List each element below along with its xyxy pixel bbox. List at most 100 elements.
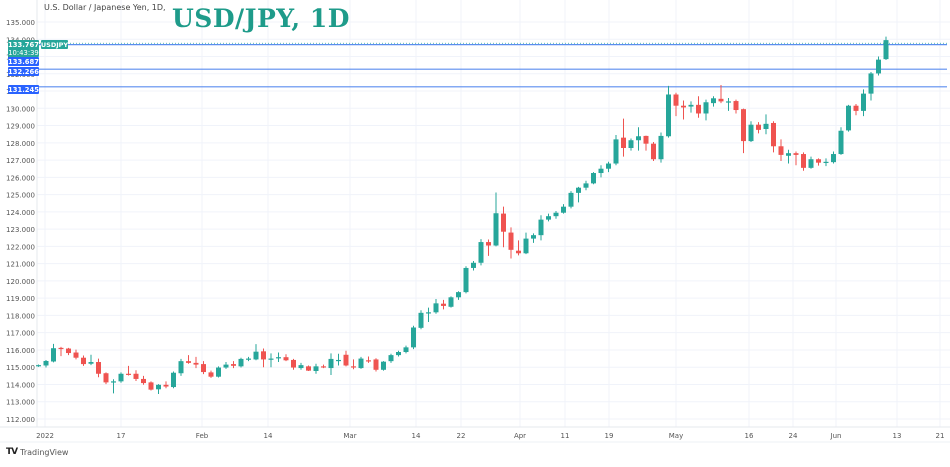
price-axis-label: 118.000 <box>6 312 35 320</box>
candle-up <box>583 180 589 191</box>
candle-up <box>238 357 244 368</box>
candle-up <box>831 151 836 164</box>
candle-up <box>658 132 664 163</box>
candle-up <box>613 135 619 166</box>
price-axis-label: 125.000 <box>6 192 35 200</box>
candle-down <box>681 100 686 120</box>
candle-up <box>418 310 424 330</box>
time-axis-label: Apr <box>514 432 526 440</box>
candle-down <box>853 103 859 116</box>
price-axis-label: 115.000 <box>6 364 35 372</box>
horizontal-price-lines[interactable] <box>37 42 947 88</box>
price-axis-label: 117.000 <box>6 330 35 338</box>
candle-up <box>553 210 559 219</box>
price-axis-label: 116.000 <box>6 347 35 355</box>
candle-down <box>793 151 799 166</box>
price-axis-label: 126.000 <box>6 174 35 182</box>
candle-down <box>486 239 491 256</box>
tradingview-brand-name: TradingView <box>20 447 69 457</box>
time-axis-label: 2022 <box>36 432 54 440</box>
candle-up <box>748 121 754 142</box>
candle-up <box>223 362 229 369</box>
candle-up <box>448 296 454 308</box>
candle-down <box>193 356 199 369</box>
candle-up <box>598 165 604 178</box>
candle-up <box>666 85 671 138</box>
candle-up <box>703 99 709 121</box>
price-axis-label: 113.000 <box>6 399 35 407</box>
svg-text:131.245: 131.245 <box>8 86 39 94</box>
candle-up <box>883 36 889 60</box>
candle-up <box>846 104 851 132</box>
candle-up <box>36 364 41 367</box>
candle-up <box>546 213 551 222</box>
candle-up <box>838 127 844 155</box>
candle-down <box>208 370 214 378</box>
time-axis-label: 17 <box>117 432 126 440</box>
candle-down <box>756 122 761 134</box>
candle-up <box>688 101 694 113</box>
candle-up <box>411 325 416 350</box>
candle-up <box>396 350 401 357</box>
candle-up <box>493 192 499 247</box>
candle-up <box>388 353 394 363</box>
candle-up <box>711 96 716 107</box>
svg-text:133.687: 133.687 <box>8 58 39 66</box>
candle-up <box>628 138 634 151</box>
price-axis-label: 120.000 <box>6 278 35 286</box>
candle-up <box>763 114 769 135</box>
symbol-description: U.S. Dollar / Japanese Yen, 1D, <box>44 3 166 12</box>
candle-down <box>126 365 131 376</box>
candle-up <box>876 56 881 76</box>
time-axis-label: 24 <box>789 432 798 440</box>
tradingview-logo[interactable]: TV TradingView <box>6 447 68 457</box>
candle-down <box>186 355 191 364</box>
candle-down <box>343 350 349 367</box>
time-axis-label: 21 <box>936 432 945 440</box>
time-axis-label: 16 <box>745 432 754 440</box>
svg-text:132.266: 132.266 <box>8 68 39 76</box>
time-axis[interactable]: 2022 17 Feb 14 Mar 14 22 Apr 11 19 May 16 24 Jun 13 21 <box>0 426 950 443</box>
candle-down <box>771 121 776 153</box>
candle-down <box>816 158 821 166</box>
time-axis-label: 13 <box>893 432 902 440</box>
candle-down <box>291 358 296 370</box>
candle-down <box>508 227 514 259</box>
candle-up <box>478 239 484 266</box>
svg-text:10:43:39: 10:43:39 <box>8 49 39 57</box>
candle-up <box>823 158 829 167</box>
price-axis-label: 128.000 <box>6 140 35 148</box>
candle-down <box>283 354 289 362</box>
candle-down <box>141 375 146 385</box>
candle-down <box>351 359 356 370</box>
time-axis-label: Mar <box>343 432 356 440</box>
price-axis-label: 124.000 <box>6 209 35 217</box>
candle-down <box>81 355 86 366</box>
candle-up <box>456 291 461 300</box>
candle-down <box>231 361 236 369</box>
candle-up <box>523 232 529 255</box>
price-axis-label: 112.000 <box>6 416 35 424</box>
candle-up <box>403 345 409 354</box>
candle-down <box>321 364 326 369</box>
candle-up <box>246 356 251 362</box>
candle-down <box>148 381 154 391</box>
svg-text:USDJPY: USDJPY <box>41 41 69 49</box>
candle-up <box>336 353 341 366</box>
candle-down <box>201 361 206 375</box>
candle-down <box>801 152 806 171</box>
candle-up <box>276 352 281 363</box>
candle-up <box>118 372 124 383</box>
candle-up <box>576 186 581 203</box>
candle-down <box>441 299 446 310</box>
price-axis-label: 129.000 <box>6 123 35 131</box>
candle-up <box>531 233 536 243</box>
candle-down <box>741 108 746 154</box>
candle-up <box>268 353 274 368</box>
candle-up <box>433 299 439 314</box>
candle-up <box>381 361 386 371</box>
price-axis-label: 114.000 <box>6 381 35 389</box>
